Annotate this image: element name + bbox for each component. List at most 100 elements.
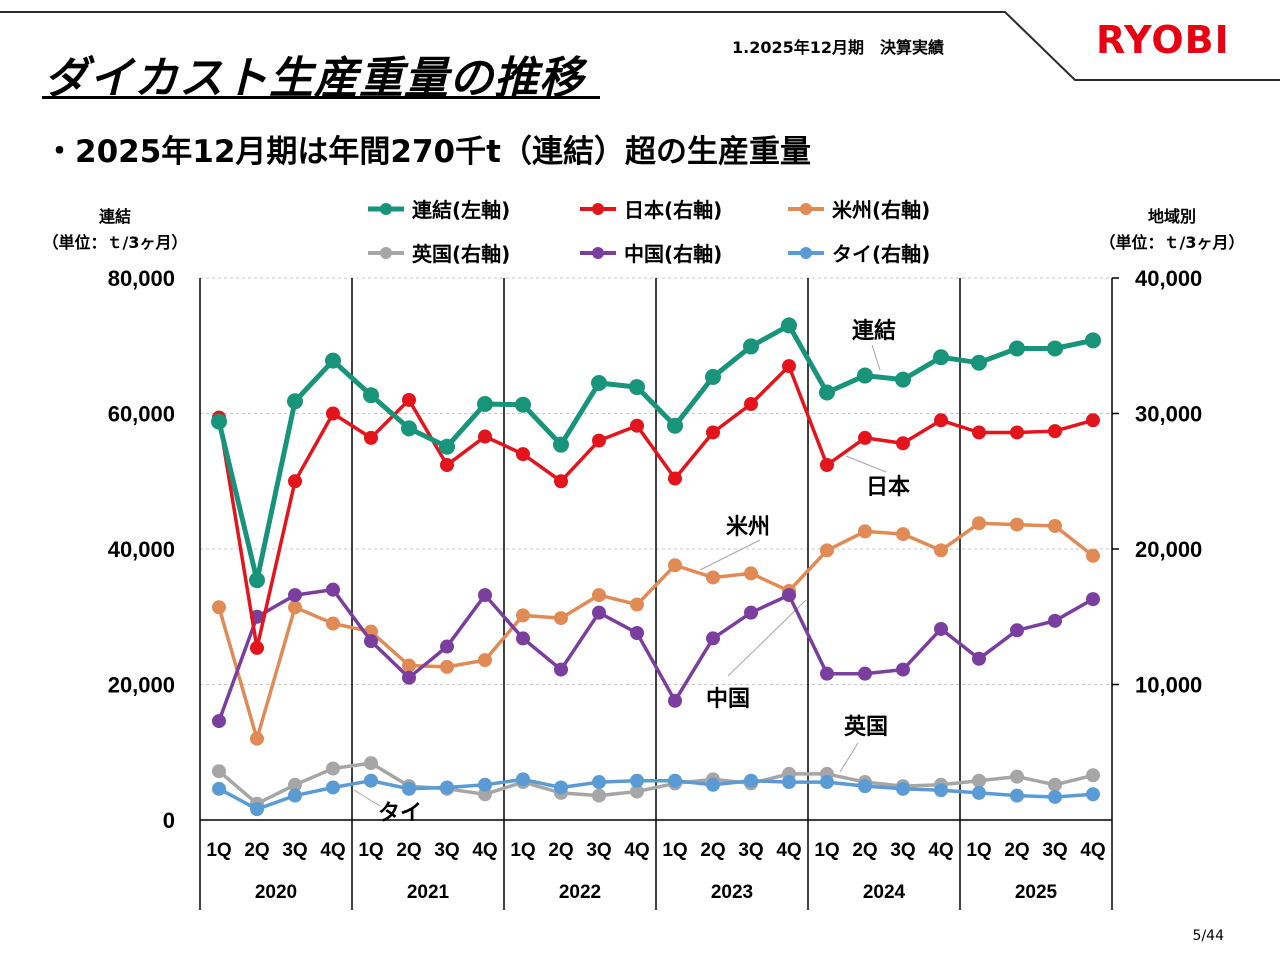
quarter-label: 1Q: [966, 840, 991, 861]
series-line-china: [217, 587, 1094, 722]
data-point-china: [212, 714, 226, 729]
data-point-americas: [554, 611, 568, 626]
annotation-leader: [727, 599, 807, 677]
data-point-thailand: [706, 777, 720, 792]
data-point-thailand: [250, 802, 264, 817]
legend-item-china: 中国(右軸): [578, 238, 722, 267]
quarter-label: 1Q: [814, 840, 839, 861]
data-point-thailand: [744, 773, 758, 788]
data-point-japan: [326, 406, 340, 421]
series-annotation-china: 中国: [706, 687, 750, 712]
data-point-china: [402, 670, 416, 685]
data-point-thailand: [288, 788, 302, 803]
header-band: [0, 11, 1280, 81]
data-point-japan: [592, 433, 606, 448]
quarter-label: 1Q: [510, 840, 535, 861]
data-point-uk: [1010, 769, 1024, 784]
data-point-consolidated: [1047, 340, 1063, 357]
quarter-label: 4Q: [1080, 840, 1105, 861]
data-point-china: [820, 666, 834, 681]
quarter-label: 3Q: [586, 840, 611, 861]
data-point-americas: [820, 543, 834, 558]
series-annotation-thailand: タイ: [378, 801, 422, 826]
data-point-japan: [972, 425, 986, 440]
data-point-americas: [440, 659, 454, 674]
data-point-americas: [288, 600, 302, 615]
data-point-americas: [326, 616, 340, 631]
left-axis-caption: 連結 （単位：ｔ/3ヶ月）: [40, 204, 190, 256]
data-point-consolidated: [477, 396, 493, 413]
data-point-consolidated: [401, 420, 417, 437]
right-tick-label: 10,000: [1135, 673, 1202, 698]
legend-item-americas: 米州(右軸): [786, 194, 930, 223]
quarter-label: 3Q: [1042, 840, 1067, 861]
data-point-consolidated: [515, 396, 531, 413]
left-axis-caption-line2: （単位：ｔ/3ヶ月）: [42, 233, 188, 252]
left-tick-label: 20,000: [108, 673, 175, 698]
quarter-label: 3Q: [434, 840, 459, 861]
data-point-japan: [668, 471, 682, 486]
data-point-japan: [858, 430, 872, 445]
data-point-china: [896, 662, 910, 677]
data-point-americas: [972, 516, 986, 531]
page-number: 5/44: [1192, 928, 1224, 944]
data-point-americas: [858, 524, 872, 539]
data-point-consolidated: [781, 317, 797, 334]
legend-marker-thailand: [788, 246, 824, 259]
legend-marker-uk: [368, 246, 404, 259]
data-point-consolidated: [1009, 340, 1025, 357]
report-period: 1.2025年12月期 決算実績: [732, 38, 945, 57]
quarter-label: 4Q: [776, 840, 801, 861]
quarter-label: 2Q: [548, 840, 573, 861]
legend-item-uk: 英国(右軸): [366, 238, 510, 267]
data-point-japan: [630, 418, 644, 433]
data-point-consolidated: [325, 352, 341, 369]
data-point-japan: [250, 640, 264, 655]
quarter-label: 4Q: [472, 840, 497, 861]
quarter-label: 1Q: [206, 840, 231, 861]
quarter-label: 1Q: [358, 840, 383, 861]
data-point-consolidated: [249, 572, 265, 589]
annotation-leader: [839, 742, 859, 773]
data-point-americas: [592, 588, 606, 603]
data-point-japan: [744, 397, 758, 412]
quarter-label: 4Q: [624, 840, 649, 861]
annotation-leader: [699, 539, 761, 571]
data-point-americas: [1086, 548, 1100, 563]
data-point-thailand: [1086, 787, 1100, 802]
right-axis-caption-line1: 地域別: [1147, 207, 1196, 226]
data-point-americas: [402, 658, 416, 673]
data-point-china: [1010, 623, 1024, 638]
data-point-china: [744, 605, 758, 620]
annotation-leader: [871, 344, 881, 371]
data-point-thailand: [402, 781, 416, 796]
data-point-japan: [934, 413, 948, 428]
data-point-china: [1086, 592, 1100, 607]
data-point-thailand: [516, 772, 530, 787]
left-tick-label: 0: [163, 808, 175, 833]
legend-label-thailand: タイ(右軸): [832, 242, 931, 266]
data-point-japan: [1048, 424, 1062, 439]
legend-item-consolidated: 連結(左軸): [366, 194, 510, 223]
series-annotation-consolidated: 連結: [852, 318, 896, 344]
data-point-americas: [250, 731, 264, 746]
quarter-label: 4Q: [928, 840, 953, 861]
data-point-consolidated: [439, 438, 455, 455]
data-point-consolidated: [363, 387, 379, 404]
data-point-uk: [326, 761, 340, 776]
data-point-china: [858, 666, 872, 681]
quarter-label: 2Q: [1004, 840, 1029, 861]
legend-marker-japan: [580, 202, 616, 215]
data-point-americas: [630, 597, 644, 612]
data-point-china: [934, 621, 948, 636]
data-point-japan: [706, 425, 720, 440]
data-point-china: [478, 588, 492, 603]
data-point-thailand: [440, 780, 454, 795]
legend-marker-china: [580, 246, 616, 259]
year-label: 2020: [255, 882, 297, 903]
annotation-leader: [353, 789, 381, 807]
year-label: 2021: [407, 882, 450, 903]
data-point-thailand: [782, 775, 796, 790]
year-label: 2022: [559, 882, 601, 903]
year-label: 2023: [711, 882, 753, 903]
